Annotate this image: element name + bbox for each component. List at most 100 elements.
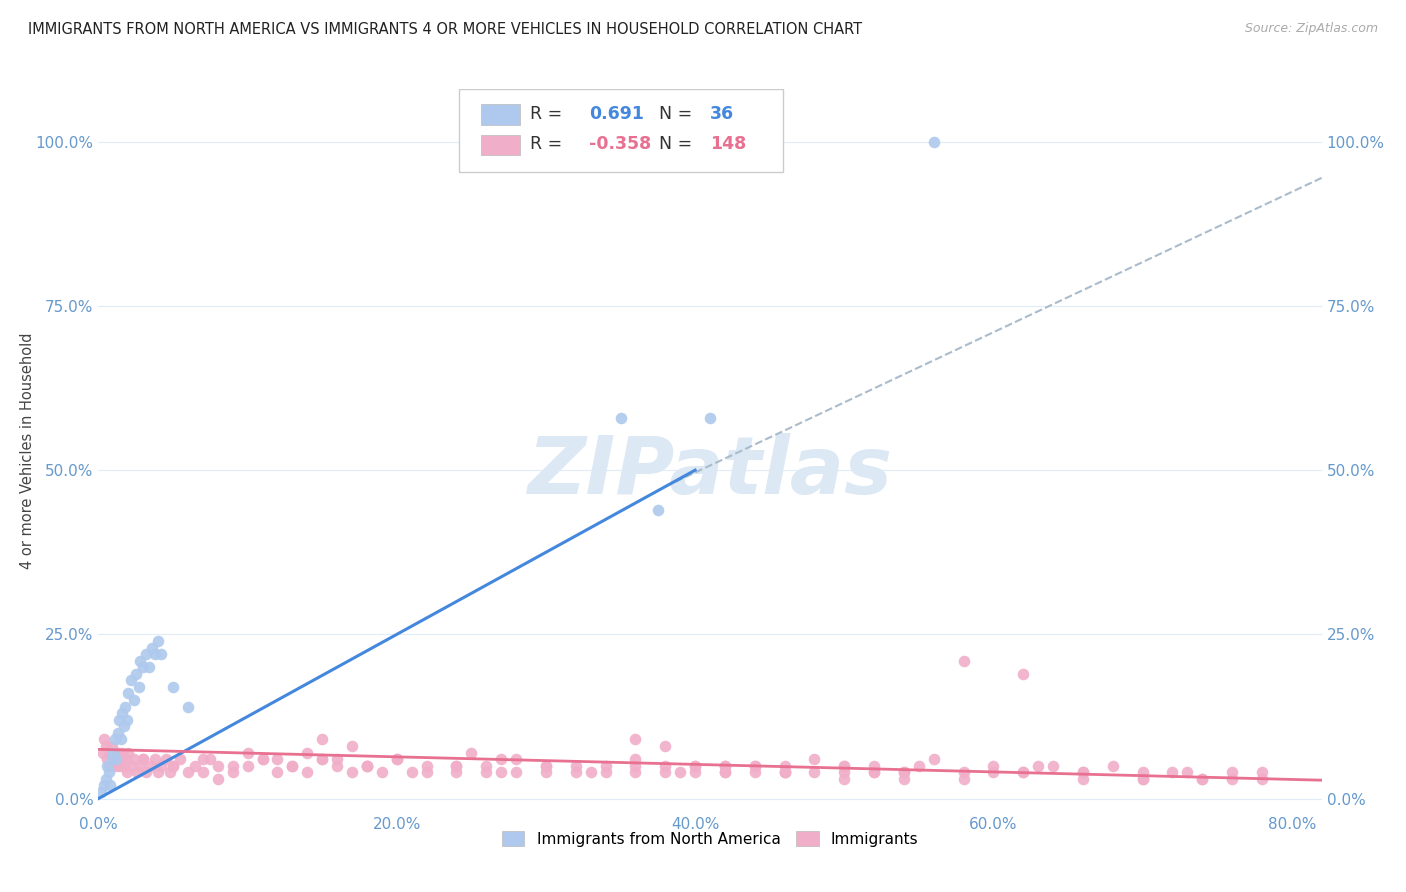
Point (115, 713, 138, 727)
Point (922, 135, 945, 149)
Point (699, 410, 721, 425)
Point (446, 765, 468, 780)
Point (1177, 765, 1199, 780)
Point (91, 746, 114, 760)
Point (297, 746, 319, 760)
Point (146, 765, 169, 780)
Point (505, 752, 527, 766)
Point (647, 502, 669, 516)
Point (1012, 765, 1035, 780)
Point (744, 765, 766, 780)
Point (534, 758, 557, 772)
Point (107, 726, 129, 740)
Point (1161, 765, 1184, 780)
Point (221, 765, 243, 780)
Text: R =: R = (530, 135, 568, 153)
Point (1132, 772, 1154, 786)
Point (107, 746, 129, 760)
FancyBboxPatch shape (460, 89, 783, 172)
Point (595, 758, 617, 772)
Point (714, 765, 737, 780)
Point (112, 719, 135, 733)
Point (1042, 758, 1064, 772)
Point (138, 660, 160, 674)
Point (624, 758, 647, 772)
Point (832, 758, 855, 772)
Point (146, 634, 169, 648)
Point (832, 758, 855, 772)
Point (184, 758, 207, 772)
Point (122, 752, 145, 766)
Point (893, 772, 915, 786)
Point (863, 758, 886, 772)
Point (683, 758, 706, 772)
Point (103, 752, 125, 766)
Point (297, 765, 319, 780)
Point (773, 765, 796, 780)
Point (129, 758, 152, 772)
Point (983, 758, 1005, 772)
Text: 148: 148 (710, 135, 747, 153)
Point (744, 758, 766, 772)
Text: 0.691: 0.691 (589, 105, 644, 123)
Point (125, 666, 148, 681)
Text: -0.358: -0.358 (589, 135, 651, 153)
Point (105, 752, 128, 766)
Point (105, 752, 128, 766)
Point (112, 758, 135, 772)
Point (94, 772, 117, 786)
Point (104, 758, 127, 772)
Point (683, 758, 706, 772)
Point (1220, 765, 1243, 780)
Point (863, 765, 886, 780)
Point (326, 758, 349, 772)
Point (221, 758, 243, 772)
Point (191, 765, 214, 780)
Point (127, 765, 149, 780)
Point (654, 765, 676, 780)
Point (115, 765, 138, 780)
Point (893, 765, 915, 780)
Point (714, 758, 737, 772)
Point (128, 680, 150, 694)
Point (266, 752, 288, 766)
Point (654, 758, 676, 772)
Point (94, 739, 117, 753)
Point (162, 758, 184, 772)
Point (120, 758, 142, 772)
Point (415, 758, 437, 772)
Point (475, 765, 498, 780)
Point (893, 765, 915, 780)
Point (143, 752, 166, 766)
Point (832, 772, 855, 786)
Point (952, 772, 974, 786)
Point (1071, 765, 1094, 780)
Text: 36: 36 (710, 105, 734, 123)
Point (135, 765, 157, 780)
Point (177, 765, 200, 780)
Point (281, 758, 304, 772)
Point (908, 758, 931, 772)
Point (356, 758, 378, 772)
Point (1251, 765, 1274, 780)
Point (565, 765, 588, 780)
Point (191, 752, 214, 766)
Point (669, 765, 692, 780)
Point (135, 647, 157, 661)
Point (624, 752, 647, 766)
Point (401, 765, 423, 780)
Point (207, 758, 229, 772)
Point (579, 765, 602, 780)
Point (385, 752, 408, 766)
Y-axis label: 4 or more Vehicles in Household: 4 or more Vehicles in Household (20, 332, 35, 569)
Text: IMMIGRANTS FROM NORTH AMERICA VS IMMIGRANTS 4 OR MORE VEHICLES IN HOUSEHOLD CORR: IMMIGRANTS FROM NORTH AMERICA VS IMMIGRA… (28, 22, 862, 37)
Point (1012, 765, 1035, 780)
Point (281, 758, 304, 772)
Text: N =: N = (658, 105, 697, 123)
Point (863, 765, 886, 780)
Point (609, 410, 631, 425)
Point (110, 752, 132, 766)
Point (311, 752, 333, 766)
Point (252, 752, 274, 766)
Text: R =: R = (530, 105, 568, 123)
